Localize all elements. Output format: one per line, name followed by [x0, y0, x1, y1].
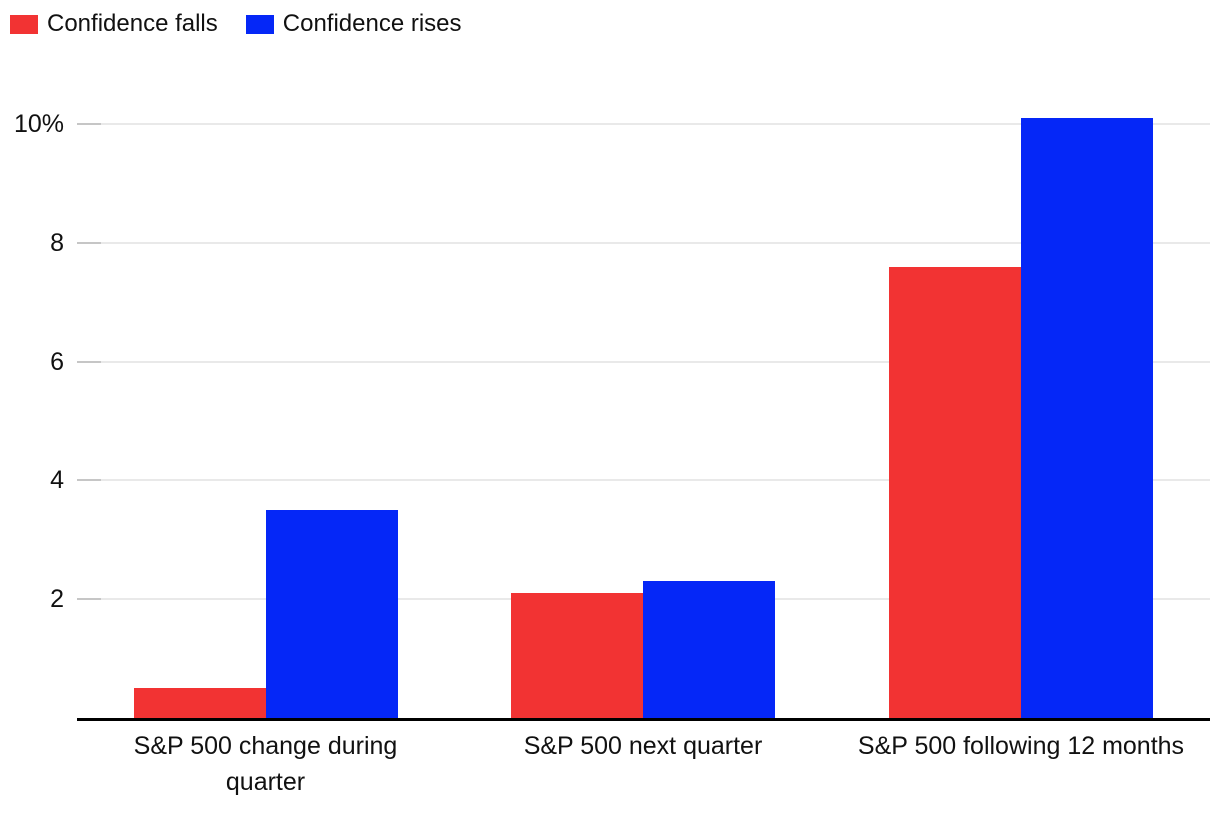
y-tickmark-10	[77, 123, 101, 125]
gridline-8	[77, 241, 1210, 244]
plot-area	[77, 100, 1210, 721]
y-tickmark-8	[77, 241, 101, 244]
legend-swatch-confidence-rises	[245, 14, 274, 34]
y-tick-label-8: 8	[50, 228, 64, 257]
legend-item-confidence-rises: Confidence rises	[245, 10, 462, 38]
gridline-6	[77, 360, 1210, 363]
x-category-label-1: S&P 500 next quarter	[523, 732, 763, 760]
bar-confidence-rises-group-2	[1021, 118, 1153, 718]
x-category-label-2: S&P 500 following 12 months	[857, 732, 1185, 760]
legend: Confidence falls Confidence rises	[10, 10, 462, 38]
y-tickmark-4	[77, 479, 101, 482]
gridline-10	[77, 123, 1210, 125]
bar-confidence-rises-group-1	[643, 581, 775, 718]
y-tickmark-6	[77, 360, 101, 363]
y-tick-label-4: 4	[50, 466, 64, 495]
y-tick-label-6: 6	[50, 347, 64, 376]
x-category-label-0: S&P 500 change during quarter	[133, 732, 398, 796]
bar-confidence-falls-group-2	[889, 267, 1021, 718]
gridline-4	[77, 479, 1210, 482]
y-tick-label-10: 10%	[13, 110, 64, 138]
legend-swatch-confidence-falls	[10, 14, 38, 34]
y-tick-label-2: 2	[50, 585, 64, 614]
y-tickmark-2	[77, 598, 101, 601]
bar-confidence-falls-group-1	[511, 593, 643, 718]
bar-confidence-rises-group-0	[265, 510, 398, 718]
legend-item-confidence-falls: Confidence falls	[10, 10, 218, 38]
bar-confidence-falls-group-0	[133, 688, 266, 718]
legend-label-confidence-rises: Confidence rises	[282, 10, 462, 37]
legend-label-confidence-falls: Confidence falls	[47, 10, 218, 37]
